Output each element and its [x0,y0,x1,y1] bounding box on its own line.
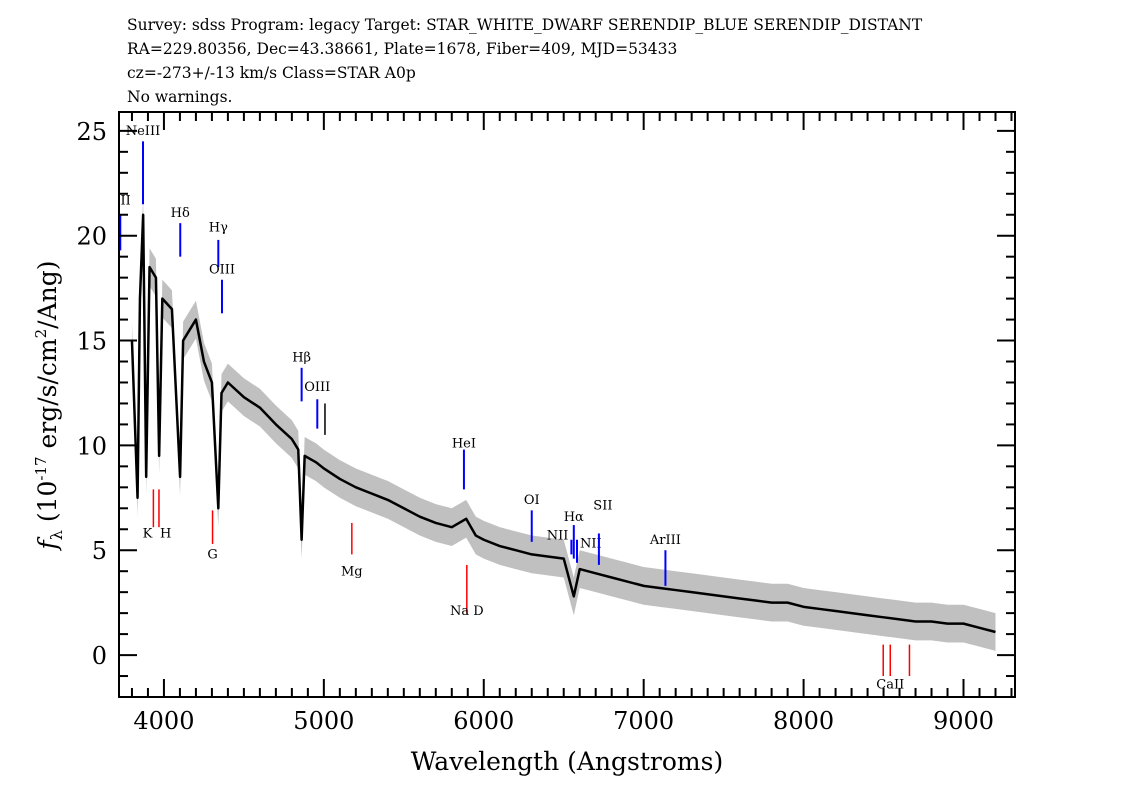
line-label: NII [547,528,569,543]
line-label: G [207,548,217,563]
line-label: Hδ [171,206,190,221]
line-label: H [160,527,171,542]
line-label: OI [524,493,540,508]
line-label: HeI [452,436,476,451]
line-label: OIII [304,380,330,395]
line-label: Mg [341,564,363,579]
x-tick-label: 8000 [773,707,834,735]
line-label: Hγ [209,221,228,236]
line-label: ArIII [649,533,681,548]
spectrum-series [130,213,996,634]
header-line-4: No warnings. [127,88,232,106]
error-band-area [131,195,996,651]
line-label: Hβ [292,351,311,366]
line-label: Hα [564,510,584,525]
line-label: K [143,527,153,542]
y-tick-label: 25 [76,118,107,146]
y-tick-label: 5 [92,537,107,565]
y-tick-label: 20 [76,223,107,251]
x-tick-label: 5000 [293,707,354,735]
line-label: OII [110,193,131,208]
header-line-3: cz=-273+/-13 km/s Class=STAR A0p [127,64,416,82]
plot-frame [118,111,1016,698]
x-tick-label: 6000 [453,707,514,735]
line-label: SII [593,498,612,513]
x-axis-label: Wavelength (Angstroms) [411,747,723,776]
y-axis-label: fλ (10-17 erg/s/cm2/Ang) [32,260,66,551]
line-label: NII [580,537,602,552]
y-tick-label: 15 [76,328,107,356]
line-label: OIII [209,262,235,277]
error-band [131,195,996,651]
line-label: Na D [450,604,484,619]
axes: 4000 5000 6000 7000 8000 9000 0 5 10 15 20 25 [76,111,1016,735]
spectrum-line [130,213,996,634]
y-tick-label: 0 [92,642,107,670]
x-tick-label: 4000 [133,707,194,735]
header-line-1: Survey: sdss Program: legacy Target: STA… [127,16,923,34]
line-label: NeIII [126,124,160,139]
x-tick-label: 7000 [613,707,674,735]
header-line-2: RA=229.80356, Dec=43.38661, Plate=1678, … [127,40,677,58]
y-tick-label: 10 [76,432,107,460]
x-tick-label: 9000 [933,707,994,735]
